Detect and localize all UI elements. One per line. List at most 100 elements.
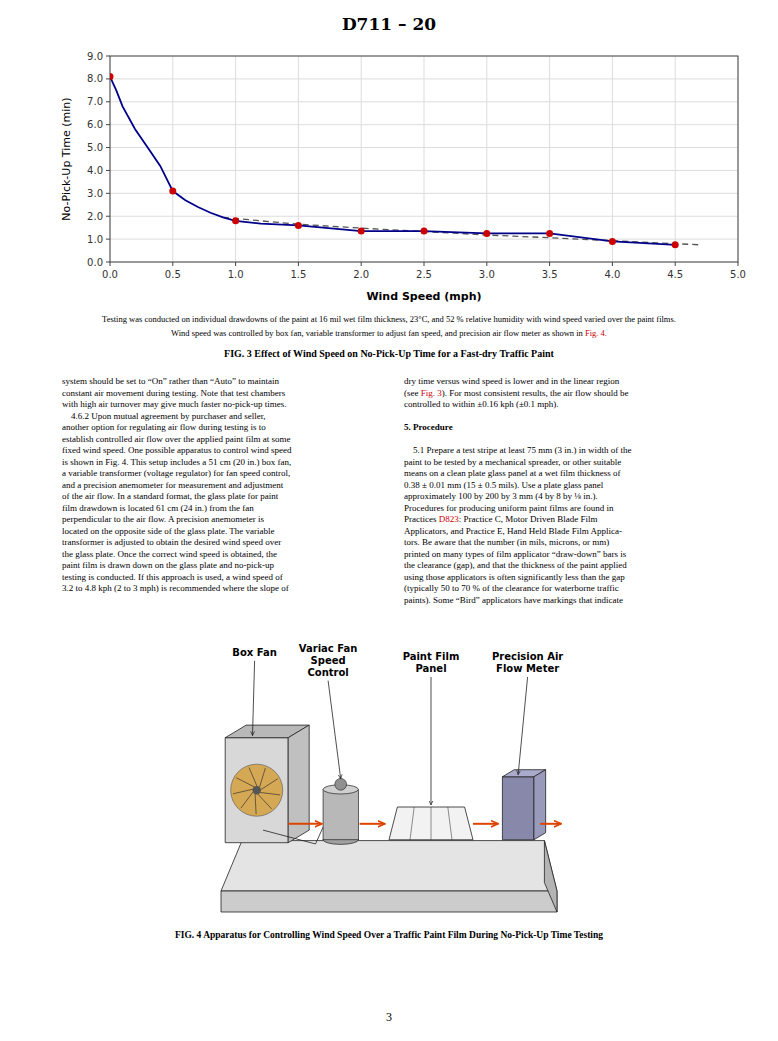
panel-line (410, 807, 414, 840)
paint-panel (389, 807, 473, 840)
point (609, 238, 616, 245)
text-line: dry time versus wind speed is lower and … (404, 376, 739, 388)
text-line: Applicators, and Practice E, Hand Held B… (404, 526, 739, 538)
text-segment: Practices (404, 514, 439, 524)
text-segment: means on a clean plate glass panel at a … (404, 468, 620, 478)
x-axis-label: Wind Speed (mph) (366, 290, 481, 303)
text-line: 3.2 to 4.8 kph (2 to 3 mph) is recommend… (62, 583, 385, 595)
tick-label: 5.0 (87, 142, 103, 153)
y-axis-label: No-Pick-Up Time (min) (60, 97, 73, 220)
text-line: constant air movement during testing. No… (62, 388, 385, 400)
text-line: printed on many types of film applicator… (404, 549, 739, 561)
point (169, 188, 176, 195)
text-line: is shown in Fig. 4. This setup includes … (62, 457, 385, 469)
text-line: tors. Be aware that the number (in mils,… (404, 537, 739, 549)
label-line: Flow Meter (496, 663, 559, 674)
label-line: Variac Fan (299, 643, 358, 654)
paragraph-gap (404, 434, 739, 446)
tick-label: 2.0 (353, 269, 369, 280)
tick-label: 4.5 (667, 269, 683, 280)
grid-line (612, 56, 613, 262)
tick-label: 4.0 (604, 269, 620, 280)
text-segment: D823 (439, 514, 459, 524)
panel-line (448, 807, 452, 840)
text-line: with high air turnover may give much fas… (62, 399, 385, 411)
fan-hub (253, 786, 261, 794)
text-segment: ). For most consistent results, the air … (442, 388, 629, 398)
caption: Testing was conducted on individual draw… (40, 314, 738, 324)
fan-blades (231, 764, 283, 816)
tick-mark (675, 262, 676, 266)
grid-line (110, 78, 738, 79)
grid-line (172, 56, 173, 262)
variac-body (323, 789, 358, 839)
page: {"page": { "background": "#ffffff", "hea… (0, 0, 778, 1041)
table-side (544, 841, 557, 912)
grid-line (298, 56, 299, 262)
tick-label: 3.5 (542, 269, 558, 280)
text-line: 4.6.2 Upon mutual agreement by purchaser… (62, 411, 385, 423)
page-number: 3 (0, 1010, 778, 1025)
air-flow-arrow (540, 823, 561, 825)
text-segment: dry time versus wind speed is lower and … (404, 376, 619, 386)
text-line: another option for regulating air flow d… (62, 422, 385, 434)
line (223, 217, 700, 244)
fan-blade-line (260, 779, 278, 790)
diagram-label: Variac FanSpeedControl (299, 643, 358, 678)
body-column: dry time versus wind speed is lower and … (404, 376, 739, 606)
grid-line (110, 147, 738, 148)
text-segment: Fig. 3 (421, 388, 442, 398)
label-line: Precision Air (492, 651, 563, 662)
tick-label: 2.5 (416, 269, 432, 280)
grid-line (110, 239, 738, 240)
tick-label: 1.5 (290, 269, 306, 280)
fan-blade-line (236, 778, 255, 788)
tick-mark (106, 78, 110, 79)
label-line: Speed (311, 655, 346, 666)
leader-line (328, 681, 341, 779)
tick-mark (106, 262, 110, 263)
body-column: system should be set to “On” rather than… (62, 376, 385, 595)
point (421, 228, 428, 235)
text-segment: Applicators, and Practice E, Hand Held B… (404, 526, 622, 536)
tick-label: 1.0 (87, 234, 103, 245)
tick-label: 0.0 (87, 257, 103, 268)
tick-label: 0.5 (165, 269, 181, 280)
tick-mark (172, 262, 173, 266)
tick-mark (106, 216, 110, 217)
fan-blade-line (259, 792, 280, 795)
grid-line (235, 56, 236, 262)
tick-label: 1.0 (228, 269, 244, 280)
text-line: fixed wind speed. One possible apparatus… (62, 445, 385, 457)
air-flow-arrow (360, 823, 385, 825)
tick-label: 5.0 (730, 269, 746, 280)
diagram-label: Paint FilmPanel (403, 651, 460, 674)
text-line: (typically 50 to 70 % of the clearance f… (404, 583, 739, 595)
text-segment: the clearance (gap), and that the thickn… (404, 560, 627, 570)
tick-mark (612, 262, 613, 266)
tick-label: 9.0 (87, 51, 103, 62)
text-segment: approximately 100 by 200 by 3 mm (4 by 8… (404, 491, 598, 501)
text-line: and a precision anemometer for measureme… (62, 480, 385, 492)
leader-line (518, 677, 527, 775)
table-front (221, 891, 557, 912)
tick-mark (361, 262, 362, 266)
text-line: Practices D823: Practice C, Motor Driven… (404, 514, 739, 526)
point (483, 230, 490, 237)
tick-mark (738, 262, 739, 266)
point (295, 222, 302, 229)
text-line: of the air flow. In a standard format, t… (62, 491, 385, 503)
tick-label: 2.0 (87, 211, 103, 222)
text-line: 0.38 ± 0.01 mm (15 ± 0.5 mils). Use a pl… (404, 480, 739, 492)
text-line: system should be set to “On” rather than… (62, 376, 385, 388)
text-segment: 5. Procedure (404, 422, 453, 432)
label-line: Panel (415, 663, 446, 674)
text-line: perpendicular to the air flow. A precisi… (62, 514, 385, 526)
air-flow-arrow (288, 823, 322, 825)
point (110, 73, 114, 80)
fan-body (225, 738, 288, 843)
text-segment: 5.1 Prepare a test stripe at least 75 mm… (404, 445, 631, 455)
grid-line (110, 216, 738, 217)
tick-mark (106, 239, 110, 240)
tick-mark (106, 56, 110, 57)
